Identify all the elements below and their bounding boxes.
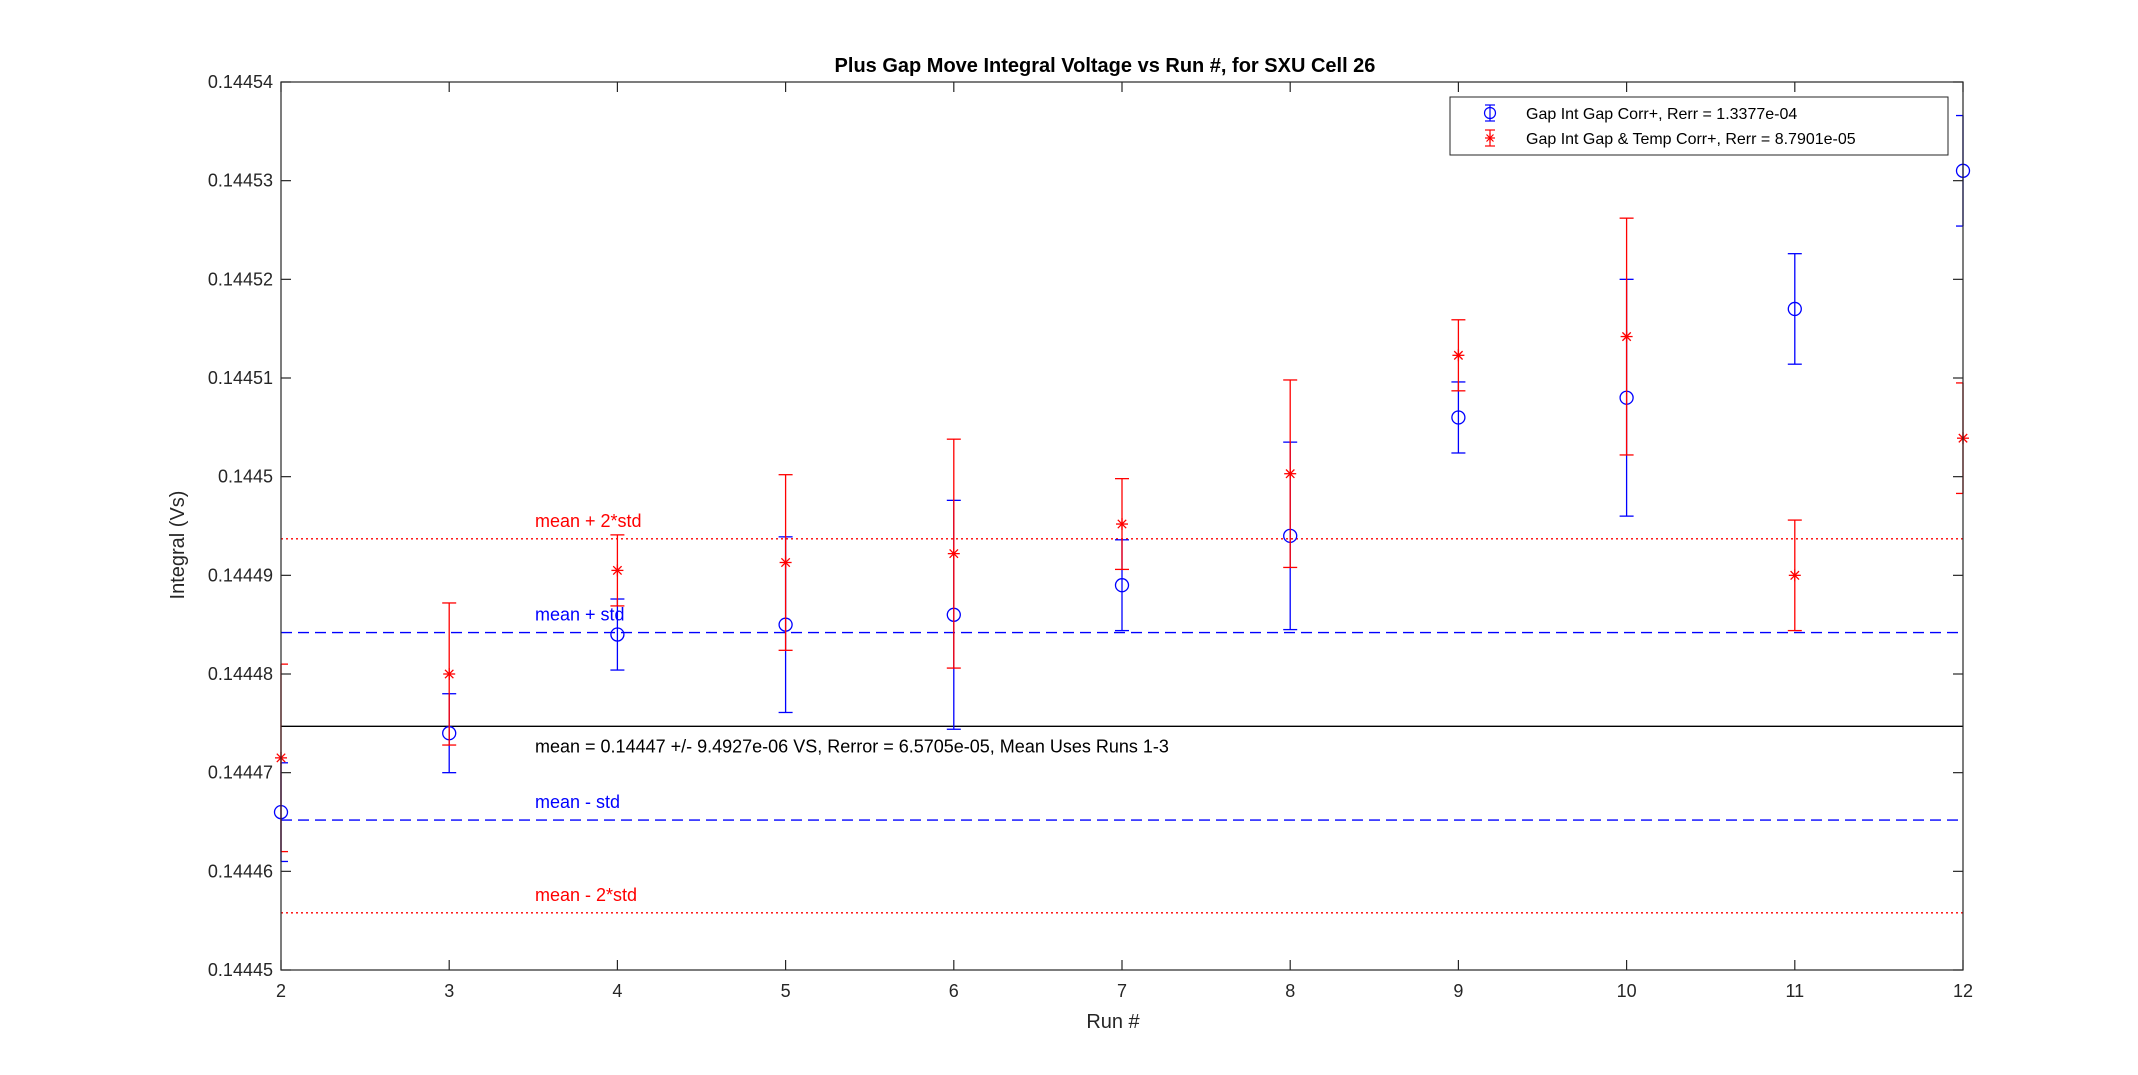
data-point-1-6 [1284, 467, 1297, 480]
x-tick-label-6: 8 [1285, 981, 1295, 1001]
y-tick-label-4: 0.14449 [208, 565, 273, 585]
legend-box [1449, 96, 1949, 156]
x-tick-label-2: 4 [612, 981, 622, 1001]
data-point-1-1 [443, 668, 456, 680]
data-point-1-3 [779, 556, 792, 569]
asterisk-stroke [1621, 331, 1632, 342]
data-point-1-2 [611, 564, 624, 577]
ticks: 2 3 4 5 6 7 8 9 10 11 12 0.14445 0.14446 0.14447 0.144… [208, 72, 1973, 1001]
legend-label-0: Gap Int Gap Corr+, Rerr = 1.3377e-04 [1526, 106, 1797, 123]
data-point-1-4 [947, 547, 960, 560]
data-point-0-7 [1451, 410, 1466, 425]
asterisk-stroke [780, 557, 791, 568]
asterisk-stroke [1285, 469, 1295, 479]
x-tick-label-5: 7 [1117, 981, 1127, 1001]
y-tick-label-1: 0.14446 [208, 861, 273, 881]
annotations: mean = 0.14447 +/- 9.4927e-06 VS, Rerror… [535, 736, 1169, 756]
x-tick-label-0: 2 [276, 981, 286, 1001]
x-tick-label-7: 9 [1453, 981, 1463, 1001]
y-tick-label-0: 0.14445 [208, 960, 273, 980]
x-tick-label-8: 10 [1617, 981, 1637, 1001]
x-tick-label-10: 12 [1953, 981, 1973, 1001]
legend-entry-0: Gap Int Gap Corr+, Rerr = 1.3377e-04 [1483, 104, 1797, 123]
asterisk-stroke [1117, 519, 1127, 529]
x-axis-label: Run # [1086, 1011, 1140, 1033]
y-tick-label-2: 0.14447 [208, 763, 273, 783]
legend-entry-1: Gap Int Gap & Temp Corr+, Rerr = 8.7901e… [1485, 129, 1856, 148]
asterisk-stroke [612, 565, 623, 576]
y-tick-label-8: 0.14453 [208, 171, 273, 191]
x-tick-label-4: 6 [949, 981, 959, 1001]
x-tick-label-1: 3 [444, 981, 454, 1001]
y-tick-label-5: 0.1445 [218, 467, 273, 487]
asterisk-stroke [1453, 350, 1464, 360]
x-tick-label-3: 5 [781, 981, 791, 1001]
reference-line-label-0: mean + 2*std [535, 511, 642, 531]
data-point-1-9 [1788, 569, 1801, 582]
reference-line-label-4: mean - 2*std [535, 885, 637, 905]
data-point-1-8 [1620, 330, 1633, 343]
asterisk-stroke [949, 548, 959, 559]
asterisk-stroke [444, 669, 454, 679]
legend-marker-stroke [1486, 134, 1494, 142]
y-tick-label-6: 0.14451 [208, 368, 273, 388]
chart-title: Plus Gap Move Integral Voltage vs Run #,… [835, 55, 1376, 77]
data-point-0-9 [1787, 301, 1802, 317]
reference-lines: mean + 2*std mean + std mean - std mean - 2… [281, 511, 1963, 914]
y-tick-label-3: 0.14448 [208, 664, 273, 684]
legend: Gap Int Gap Corr+, Rerr = 1.3377e-04 Gap … [1449, 96, 1949, 156]
data-point-1-5 [1116, 518, 1128, 531]
asterisk-stroke [1790, 570, 1800, 580]
x-tick-label-9: 11 [1785, 981, 1804, 1001]
mean-annotation: mean = 0.14447 +/- 9.4927e-06 VS, Rerror… [535, 736, 1169, 756]
y-axis-label: Integral (Vs) [167, 491, 189, 600]
legend-marker [1483, 106, 1497, 120]
reference-line-label-1: mean + std [535, 605, 625, 625]
data-point-1-7 [1452, 349, 1465, 362]
data-point-0-2 [610, 627, 625, 642]
y-tick-label-9: 0.14454 [208, 72, 273, 92]
data-point-0-5 [1114, 578, 1130, 593]
legend-label-1: Gap Int Gap & Temp Corr+, Rerr = 8.7901e… [1526, 131, 1856, 148]
y-tick-label-7: 0.14452 [208, 269, 273, 289]
reference-line-label-3: mean - std [535, 792, 620, 812]
